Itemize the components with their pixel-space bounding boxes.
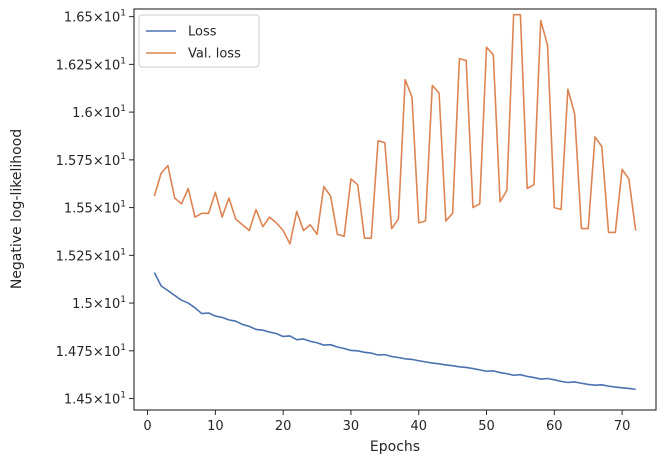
legend-box: [138, 14, 260, 68]
series-layer: [153, 13, 637, 391]
y-axis-label: Negative log-likelihood: [9, 129, 25, 289]
x-axis: 0 10 20 30 40 50 60 70: [143, 410, 630, 434]
x-tick-label: 20: [275, 419, 292, 434]
plot-frame: [133, 8, 657, 411]
y-tick-label: 1.65×101: [64, 9, 126, 26]
y-axis: 1.45×101 1.475×101 1.5×101 1.525×101 1.55×10…: [56, 9, 134, 408]
series-line-loss: [153, 272, 636, 391]
x-tick-label: 40: [410, 419, 427, 434]
y-tick-label: 1.6×101: [72, 104, 126, 121]
y-tick-label: 1.5×101: [72, 295, 126, 312]
y-tick-label: 1.575×101: [56, 152, 126, 169]
y-tick-label: 1.475×101: [56, 343, 126, 360]
plot-area: [134, 9, 656, 410]
x-tick-label: 70: [614, 419, 631, 434]
legend: Loss Val. loss: [138, 14, 260, 68]
x-tick-label: 60: [546, 419, 563, 434]
x-tick-label: 0: [143, 419, 151, 434]
x-tick-label: 30: [343, 419, 360, 434]
x-tick-label: 10: [207, 419, 224, 434]
series-line-val-loss: [153, 13, 637, 245]
x-axis-label: Epochs: [370, 439, 420, 455]
legend-label-val-loss: Val. loss: [188, 47, 241, 62]
y-tick-label: 1.55×101: [64, 200, 126, 217]
y-tick-label: 1.45×101: [64, 391, 126, 408]
y-tick-label: 1.525×101: [56, 247, 126, 264]
y-tick-label: 1.625×101: [56, 56, 126, 73]
legend-label-loss: Loss: [188, 25, 217, 40]
x-tick-label: 50: [478, 419, 495, 434]
